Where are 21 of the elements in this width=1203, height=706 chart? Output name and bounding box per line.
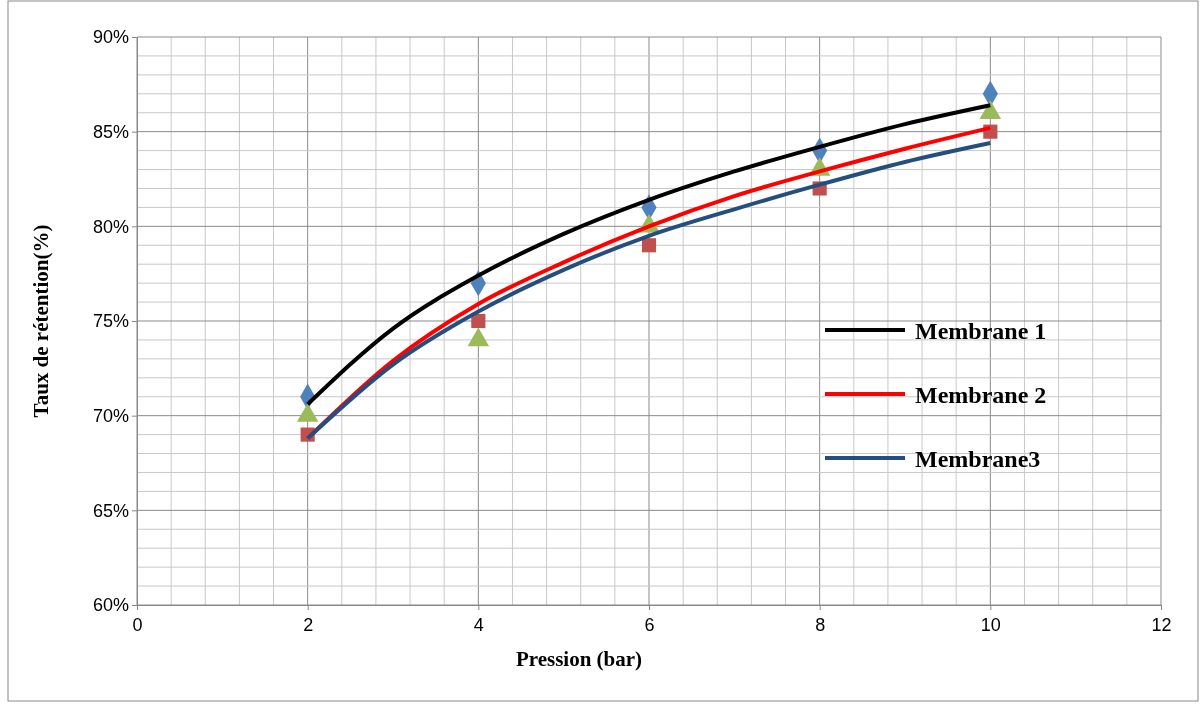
x-tick-label: 0: [132, 615, 143, 635]
x-axis-title: Pression (bar): [515, 647, 643, 671]
y-tick-label: 80%: [92, 216, 129, 237]
y-tick-label: 60%: [92, 595, 129, 616]
x-tick-label: 10: [980, 615, 1001, 635]
x-tick-label: 6: [644, 615, 655, 635]
x-tick-label: 12: [1151, 615, 1172, 635]
point: [471, 313, 486, 329]
y-tick-label: 70%: [92, 405, 129, 426]
legend-label: Membrane 1: [915, 318, 1047, 344]
x-tick-label: 8: [815, 615, 826, 635]
y-tick-label: 90%: [92, 27, 129, 48]
y-tick-label: 85%: [92, 121, 129, 142]
x-tick-label: 2: [303, 615, 314, 635]
y-tick-label: 65%: [92, 500, 129, 521]
y-axis-title: Taux de rétention(%): [29, 224, 53, 418]
legend-label: Membrane3: [915, 446, 1041, 472]
point: [641, 238, 657, 253]
y-tick-label: 75%: [92, 311, 129, 332]
x-tick-label: 4: [473, 615, 484, 635]
legend-label: Membrane 2: [915, 382, 1047, 408]
